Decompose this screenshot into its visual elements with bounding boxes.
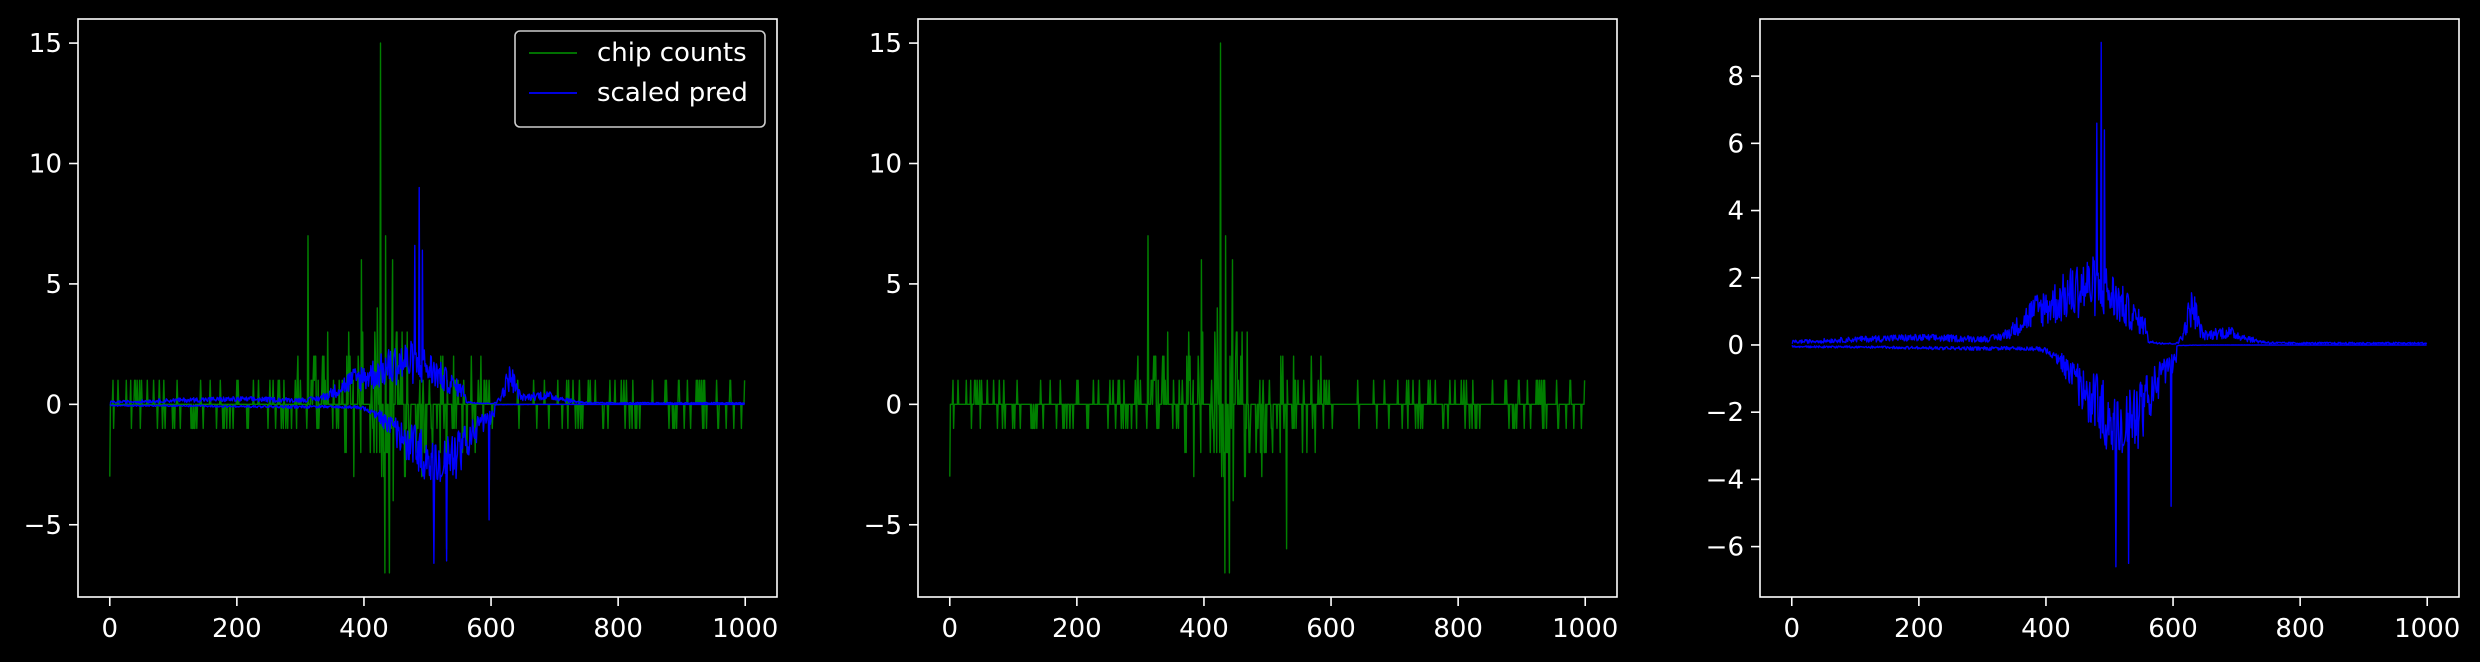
chart-panel-2: 0 200 400 600 800 1000 −5 0 5 10 15 [864,18,1618,644]
y-tick-label: 0 [1727,331,1744,361]
axes-frame [1759,18,2460,598]
y-tick-label: −4 [1706,465,1744,495]
y-tick-label: −5 [24,511,62,541]
y-tick-label: 4 [1727,197,1744,227]
series-line-scaled-pred [1791,41,2428,345]
x-tick-label: 200 [1052,614,1102,644]
series-line-scaled-pred-lower [109,403,745,564]
series-line-scaled-pred [109,186,746,405]
y-tick-label: 6 [1727,129,1744,159]
x-tick-label: 1000 [712,614,778,644]
y-tick-label: −2 [1706,398,1744,428]
x-tick-label: 400 [339,614,389,644]
x-tick-label: 200 [212,614,262,644]
series-line-chip-counts [949,42,1586,574]
x-tick-label: 1000 [2394,614,2460,644]
x-tick-label: 600 [466,614,516,644]
x-tick-label: 600 [1306,614,1356,644]
x-tick-label: 800 [593,614,643,644]
y-tick-label: −5 [864,511,902,541]
x-tick-label: 600 [2148,614,2198,644]
y-tick-label: 5 [885,270,902,300]
axes-frame [917,18,1618,598]
y-tick-label: 10 [29,150,62,180]
y-tick-label: 2 [1727,264,1744,294]
x-tick-label: 200 [1894,614,1944,644]
y-tick-label: 15 [869,29,902,59]
axes-frame [77,18,778,598]
y-tick-label: 0 [885,390,902,420]
x-tick-label: 1000 [1552,614,1618,644]
legend: chip counts scaled pred [514,30,766,128]
chart-panel-3: 0 200 400 600 800 1000 −6 −4 −2 0 2 4 6 8 [1706,18,2460,644]
x-tick-label: 400 [2021,614,2071,644]
x-tick-label: 800 [2275,614,2325,644]
y-tick-label: 8 [1727,62,1744,92]
chart-panel-1: 0 200 400 600 800 1000 −5 0 5 10 15 chip counts scal… [24,18,778,644]
x-tick-label: 0 [101,614,118,644]
x-tick-label: 800 [1433,614,1483,644]
series-line-scaled-pred-lower [1791,344,2427,568]
y-tick-label: 10 [869,150,902,180]
y-tick-label: 0 [45,390,62,420]
x-tick-label: 400 [1179,614,1229,644]
x-tick-label: 0 [1783,614,1800,644]
legend-label: chip counts [597,38,747,68]
y-tick-label: 15 [29,29,62,59]
x-tick-label: 0 [941,614,958,644]
y-tick-label: 5 [45,270,62,300]
legend-label: scaled pred [597,78,748,108]
y-tick-label: −6 [1706,533,1744,563]
